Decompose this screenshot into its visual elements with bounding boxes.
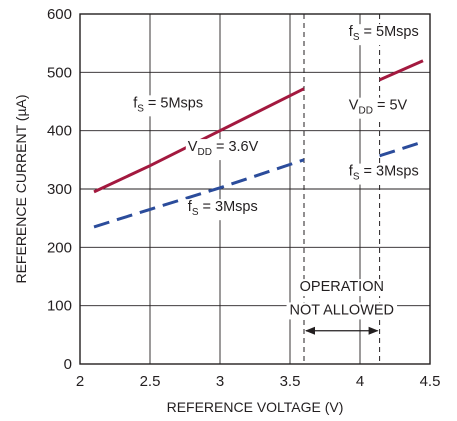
y-tick-labels: 0 100 200 300 400 500 600 (47, 6, 72, 373)
region-label-text: OPERATION (300, 279, 384, 295)
x-axis-title: REFERENCE VOLTAGE (V) (167, 399, 344, 415)
x-tick-label: 3 (216, 373, 224, 390)
y-tick-label: 200 (47, 239, 72, 256)
region-label-line: NOT ALLOWED (287, 302, 397, 319)
x-tick-label: 2 (76, 373, 84, 390)
annotation-fs-5m-right: fS = 5Msps (347, 24, 421, 45)
annotation-vdd-5: VDD = 5V (347, 98, 410, 119)
series-line-3 (380, 61, 423, 80)
operation-not-allowed-region: OPERATION NOT ALLOWED (287, 279, 397, 335)
y-tick-label: 100 (47, 298, 72, 315)
x-tick-label: 2.5 (140, 373, 161, 390)
series-line-4 (380, 142, 423, 156)
x-tick-label: 4 (356, 373, 364, 390)
region-label-line: OPERATION (297, 279, 387, 296)
y-tick-label: 400 (47, 123, 72, 140)
y-tick-label: 500 (47, 64, 72, 81)
annotation-vdd-36: VDD = 3.6V (186, 139, 261, 160)
y-axis-title: REFERENCE CURRENT (µA) (13, 94, 29, 283)
region-label-text: NOT ALLOWED (290, 302, 394, 318)
y-tick-label: 0 (64, 356, 72, 373)
x-tick-label: 3.5 (280, 373, 301, 390)
region-arrow-right-head (369, 327, 379, 335)
x-tick-labels: 2 2.5 3 3.5 4 4.5 (76, 373, 441, 390)
y-tick-label: 600 (47, 6, 72, 23)
annotation-fs-5m-left: fS = 5Msps (131, 95, 205, 116)
curve-annotations: fS = 5Msps VDD = 3.6V fS = 3Msps fS = 5Msps… (131, 24, 421, 220)
x-tick-label: 4.5 (420, 373, 441, 390)
region-arrow-left-head (305, 327, 315, 335)
annotation-fs-3m-left: fS = 3Msps (186, 199, 260, 220)
annotation-fs-3m-right: fS = 3Msps (347, 164, 421, 185)
y-tick-label: 300 (47, 181, 72, 198)
